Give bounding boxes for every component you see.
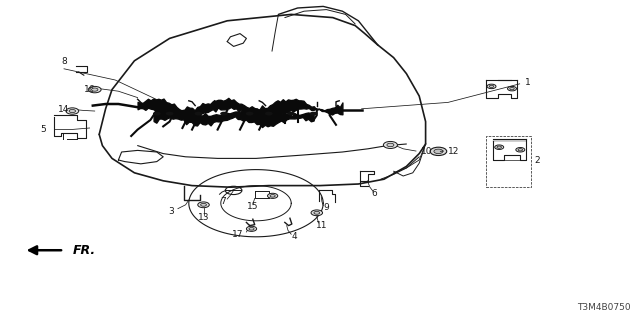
Circle shape <box>268 193 278 198</box>
Circle shape <box>92 88 98 91</box>
Text: 8: 8 <box>61 57 67 66</box>
Circle shape <box>314 211 320 214</box>
Text: 12: 12 <box>448 147 460 156</box>
Text: 4: 4 <box>292 232 297 241</box>
Circle shape <box>287 112 295 116</box>
Circle shape <box>516 148 525 152</box>
Circle shape <box>383 141 397 148</box>
Circle shape <box>249 228 254 230</box>
Circle shape <box>66 108 79 114</box>
Text: FR.: FR. <box>72 244 95 257</box>
Circle shape <box>497 146 502 148</box>
Circle shape <box>69 109 76 113</box>
Text: 2: 2 <box>534 156 540 165</box>
Text: 6: 6 <box>372 189 377 198</box>
Circle shape <box>195 112 202 116</box>
Text: 1: 1 <box>525 78 531 87</box>
Text: 11: 11 <box>316 221 327 230</box>
Circle shape <box>311 210 323 216</box>
Circle shape <box>310 112 317 116</box>
Text: 13: 13 <box>198 213 209 222</box>
Text: 15: 15 <box>247 202 259 211</box>
Text: 17: 17 <box>232 230 244 239</box>
Circle shape <box>198 202 209 208</box>
Text: 10: 10 <box>421 148 433 156</box>
Circle shape <box>270 195 275 197</box>
Text: 16: 16 <box>84 85 95 94</box>
Circle shape <box>265 112 273 116</box>
Circle shape <box>153 112 161 116</box>
Circle shape <box>508 86 516 91</box>
Text: 14: 14 <box>58 105 70 114</box>
Text: 3: 3 <box>169 207 174 216</box>
Circle shape <box>246 112 253 116</box>
Circle shape <box>387 143 394 147</box>
Circle shape <box>509 87 515 90</box>
Circle shape <box>434 149 443 154</box>
Circle shape <box>88 86 101 93</box>
Circle shape <box>495 145 504 149</box>
Text: 7: 7 <box>220 197 225 206</box>
Circle shape <box>487 84 496 89</box>
Circle shape <box>518 148 523 151</box>
Circle shape <box>166 112 173 116</box>
Circle shape <box>201 204 206 206</box>
Circle shape <box>220 112 228 116</box>
Text: 5: 5 <box>41 125 46 134</box>
Text: 9: 9 <box>324 204 329 212</box>
Circle shape <box>489 85 494 87</box>
Circle shape <box>430 147 447 156</box>
Circle shape <box>246 226 257 231</box>
Text: T3M4B0750: T3M4B0750 <box>577 303 630 312</box>
